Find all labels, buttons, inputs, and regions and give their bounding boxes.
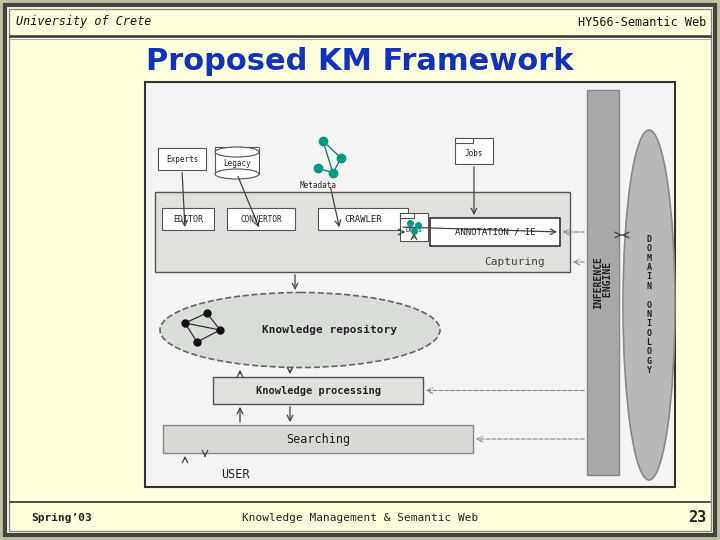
Text: Legacy: Legacy [223, 159, 251, 167]
Text: University of Crete: University of Crete [16, 16, 151, 29]
Bar [400, 213, 428, 241]
Text: 23: 23 [688, 510, 706, 525]
Text: Knowledge repository: Knowledge repository [263, 325, 397, 335]
Text: EDITOR: EDITOR [173, 214, 203, 224]
Text: Jobs: Jobs [464, 148, 483, 158]
Bar [215, 147, 259, 174]
Text: Spring’03: Spring’03 [32, 513, 92, 523]
Text: INFERENCE
 ENGINE: INFERENCE ENGINE [593, 256, 613, 309]
Bar [455, 138, 493, 164]
Ellipse shape [215, 147, 259, 157]
Bar [400, 213, 414, 218]
Bar [213, 377, 423, 404]
Ellipse shape [215, 169, 259, 179]
Text: Knowledge Management & Semantic Web: Knowledge Management & Semantic Web [242, 513, 478, 523]
Text: USER: USER [221, 469, 249, 482]
Bar [145, 82, 675, 487]
Bar [155, 192, 570, 272]
Text: HY566-Semantic Web: HY566-Semantic Web [577, 16, 706, 29]
Text: D
O
M
A
I
N
 
O
N
I
O
L
O
G
Y: D O M A I N O N I O L O G Y [647, 235, 652, 375]
Bar [430, 218, 560, 246]
Ellipse shape [623, 130, 675, 480]
Text: Searching: Searching [286, 433, 350, 446]
Bar [163, 425, 473, 453]
Text: Proposed KM Framework: Proposed KM Framework [146, 48, 574, 77]
Bar [587, 90, 619, 475]
Text: CRAWLER: CRAWLER [344, 214, 382, 224]
Text: CONVERTOR: CONVERTOR [240, 214, 282, 224]
Text: Capturing: Capturing [485, 257, 545, 267]
Text: Experts: Experts [166, 154, 198, 164]
Bar [318, 208, 408, 230]
Text: ANNOTATION / IE: ANNOTATION / IE [455, 227, 535, 237]
Ellipse shape [160, 293, 440, 368]
Text: Metadata: Metadata [300, 180, 336, 190]
Bar [227, 208, 295, 230]
Text: Docs: Docs [405, 227, 423, 233]
Bar [162, 208, 214, 230]
Text: Knowledge processing: Knowledge processing [256, 386, 380, 395]
Bar [158, 148, 206, 170]
Bar [455, 138, 473, 143]
